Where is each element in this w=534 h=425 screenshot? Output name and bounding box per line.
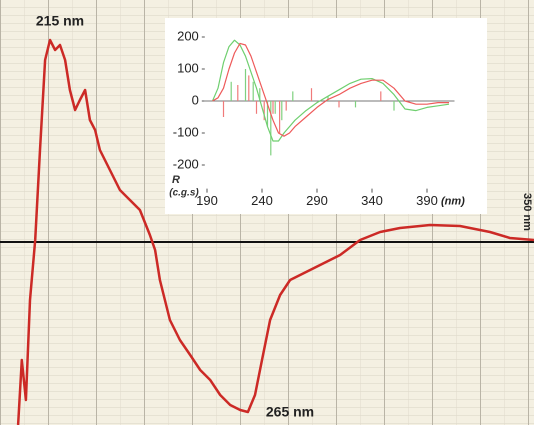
x-axis-label: (nm) <box>441 196 465 208</box>
inset-panel <box>165 18 487 214</box>
annotation: 215 nm <box>36 13 84 29</box>
y-tick-label: -200 <box>173 156 199 171</box>
chart: 215 nm 265 nm 350 nm 200 100 0 -100 -200 190 2… <box>0 0 534 425</box>
x-tick-label: 190 <box>196 193 218 208</box>
y-axis-label: (c.g.s) <box>169 188 199 199</box>
y-tick-label: -100 <box>173 124 199 139</box>
x-tick-label: 290 <box>306 193 328 208</box>
y-axis-label: R <box>172 174 180 186</box>
y-tick-label: 200 <box>177 28 199 43</box>
y-tick-label: 0 <box>192 92 199 107</box>
x-tick-label: 390 <box>416 193 438 208</box>
annotation: 265 nm <box>266 404 314 420</box>
x-tick-label: 240 <box>251 193 273 208</box>
annotation: 350 nm <box>521 193 533 231</box>
x-tick-label: 340 <box>361 193 383 208</box>
y-tick-label: 100 <box>177 60 199 75</box>
